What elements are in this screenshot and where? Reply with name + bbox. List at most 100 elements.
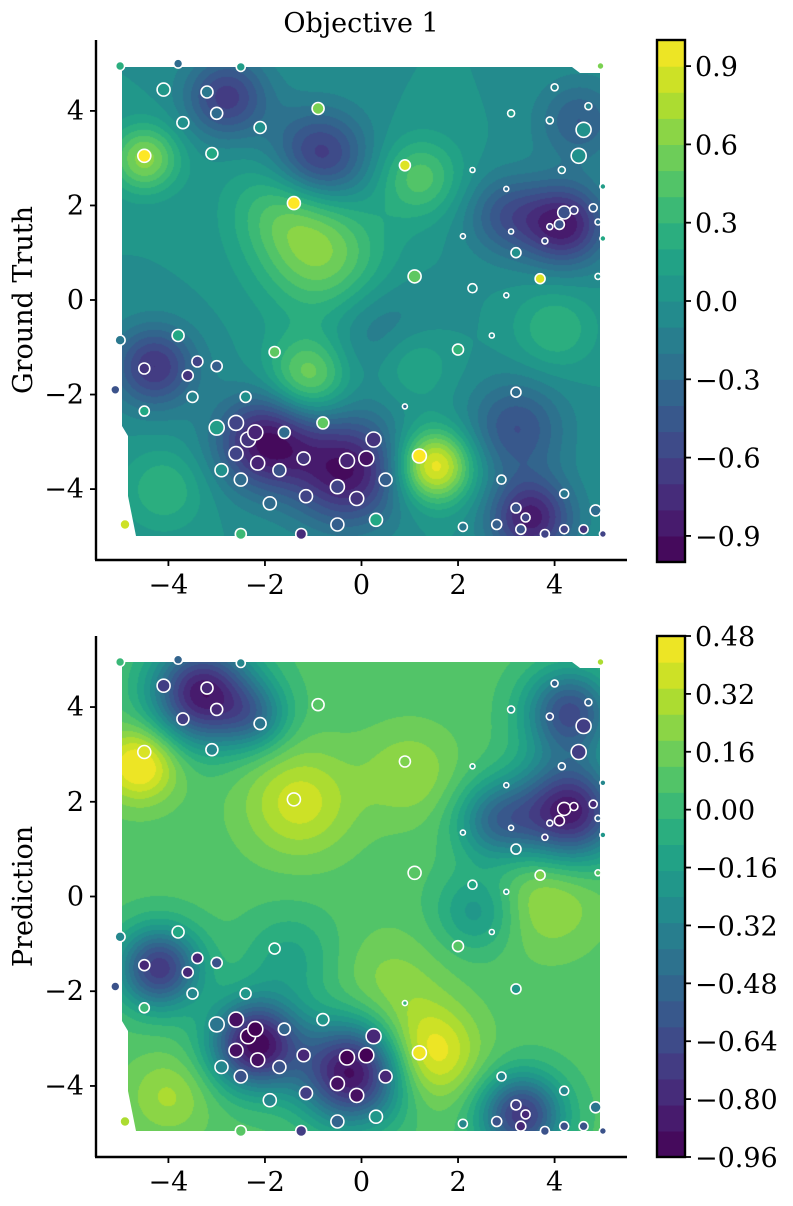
y-tick-label: −2 (44, 976, 84, 1007)
scatter-point (272, 462, 287, 478)
colorbar-band (657, 1026, 685, 1054)
colorbar-band (657, 636, 685, 663)
scatter-point (488, 332, 496, 339)
scatter-point (209, 702, 224, 717)
scatter-point (110, 981, 121, 992)
colorbar-tick-label: −0.96 (695, 1143, 778, 1174)
y-tick-label: 4 (67, 692, 84, 723)
scatter-point (329, 1075, 346, 1092)
colorbar-tick-label: 0.16 (695, 738, 755, 769)
scatter-point (599, 234, 607, 243)
scatter-point (277, 1022, 292, 1036)
y-tick-label: −4 (44, 474, 84, 505)
scatter-point (596, 657, 605, 667)
scatter-point (599, 182, 607, 191)
scatter-point (589, 1101, 602, 1114)
panel-ground-truth: −4 −2 0 2 4 −4 −2 0 2 4 Ground Truth Objective 1 0.9… (8, 8, 761, 601)
colorbar-tick-label: −0.32 (695, 911, 778, 942)
colorbar-band (657, 1130, 685, 1158)
y-tick-label: 0 (67, 882, 84, 913)
scatter-point (205, 146, 219, 161)
scatter-point (570, 743, 588, 761)
scatter-point (596, 61, 605, 71)
colorbar-band (657, 405, 685, 433)
scatter-point (338, 452, 356, 470)
x-tick-label: −2 (245, 1167, 285, 1198)
colorbar-band (657, 1000, 685, 1028)
colorbar-band (657, 144, 685, 172)
scatter-point (401, 403, 409, 410)
scatter-point (598, 1126, 608, 1136)
colorbar-tick-label: −0.16 (695, 854, 778, 885)
scatter-point (510, 386, 522, 399)
scatter-point (553, 218, 566, 231)
scatter-point (365, 431, 382, 448)
colorbar-band (657, 922, 685, 950)
scatter-point (176, 712, 190, 726)
y-tick-label: 2 (67, 787, 84, 818)
scatter-point (214, 1059, 229, 1075)
scatter-point (411, 448, 428, 464)
scatter-point (520, 512, 531, 523)
scatter-point (514, 1120, 527, 1132)
scatter-point (451, 939, 465, 953)
scatter-point (247, 424, 264, 441)
scatter-point (575, 121, 592, 139)
scatter-point (114, 656, 126, 668)
y-axis-label: Ground Truth (8, 206, 39, 394)
scatter-point (316, 416, 330, 430)
chart-title: Objective 1 (283, 8, 438, 39)
scatter-point (407, 269, 422, 284)
scatter-point (311, 697, 325, 712)
x-tick-label: −4 (149, 1167, 189, 1198)
colorbar-tick-label: 0.48 (695, 622, 755, 653)
scatter-point (239, 390, 252, 404)
colorbar-band (657, 766, 685, 793)
scatter-point (510, 502, 522, 514)
colorbar-band (657, 688, 685, 715)
scatter-point (365, 1027, 382, 1045)
scatter-point (411, 1045, 428, 1061)
scatter-point (378, 472, 393, 487)
scatter-point (553, 814, 566, 827)
colorbar-band (657, 118, 685, 145)
scatter-point (233, 472, 249, 487)
x-tick-label: 4 (546, 570, 563, 601)
scatter-point (181, 369, 194, 382)
x-tick-label: 0 (353, 570, 370, 601)
scatter-point (534, 272, 546, 285)
contour-field (122, 67, 600, 536)
scatter-point (209, 106, 224, 121)
colorbar-band (657, 818, 685, 845)
scatter-point (357, 1046, 375, 1064)
scatter-point (510, 983, 522, 995)
colorbar-tick-label: −0.64 (695, 1027, 778, 1058)
scatter-point (227, 414, 245, 432)
colorbar-tick-label: −0.80 (695, 1085, 778, 1116)
colorbar-band (657, 792, 685, 819)
colorbar-tick-label: 0.6 (695, 130, 738, 161)
scatter-point (550, 679, 559, 688)
scatter-point (545, 819, 554, 827)
scatter-point (490, 518, 503, 531)
x-tick-label: 4 (546, 1167, 563, 1198)
colorbar-band (657, 740, 685, 767)
scatter-point (210, 956, 223, 970)
colorbar-band (657, 1104, 685, 1132)
scatter-point (584, 101, 593, 111)
x-tick-label: −4 (149, 570, 189, 601)
scatter-point (558, 1120, 570, 1132)
colorbar-band (657, 379, 685, 406)
scatter-point (569, 205, 579, 215)
y-tick-label: 0 (67, 285, 84, 316)
y-axis-label: Prediction (8, 826, 39, 967)
scatter-point (114, 930, 126, 943)
colorbar-tick-label: 0.3 (695, 209, 738, 240)
colorbar-band (657, 714, 685, 741)
scatter-point (469, 762, 476, 770)
scatter-point (398, 755, 412, 768)
scatter-point (138, 405, 151, 417)
scatter-point (330, 517, 345, 532)
scatter-point (407, 865, 422, 881)
colorbar-band (657, 483, 685, 511)
